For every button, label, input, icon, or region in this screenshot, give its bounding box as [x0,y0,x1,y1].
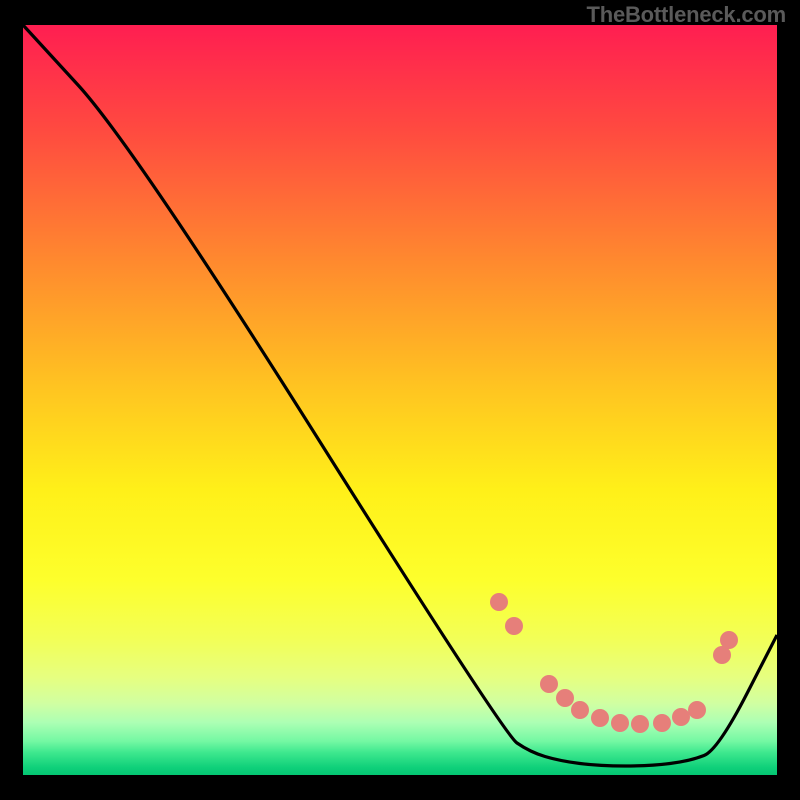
curve-marker [631,715,649,733]
curve-marker [505,617,523,635]
gradient-curve-chart [0,0,800,800]
watermark-text: TheBottleneck.com [586,2,786,28]
figure-container: TheBottleneck.com [0,0,800,800]
curve-marker [591,709,609,727]
gradient-background [23,25,777,775]
curve-marker [556,689,574,707]
curve-marker [688,701,706,719]
curve-marker [540,675,558,693]
curve-marker [490,593,508,611]
curve-marker [720,631,738,649]
curve-marker [672,708,690,726]
curve-marker [611,714,629,732]
curve-marker [571,701,589,719]
curve-marker [653,714,671,732]
